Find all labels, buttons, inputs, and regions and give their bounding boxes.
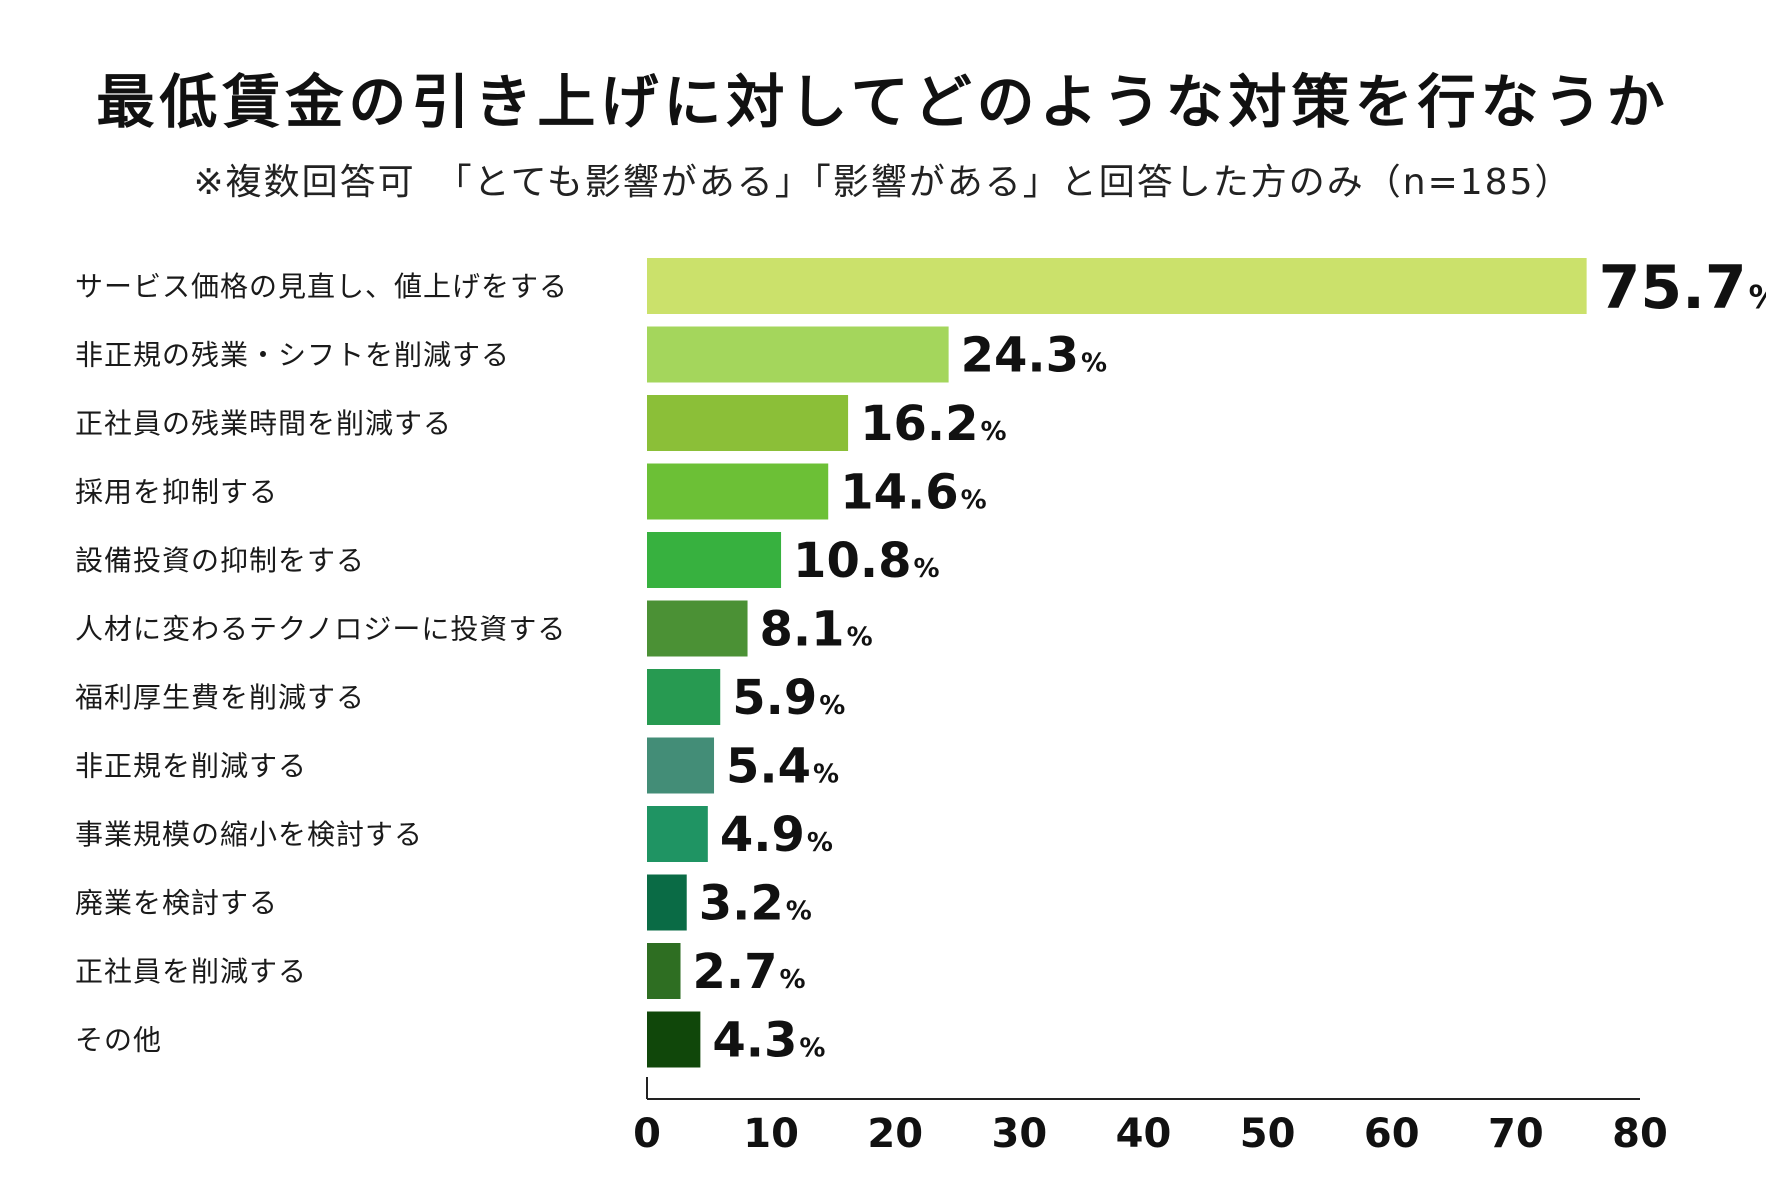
bar [647, 395, 849, 451]
x-tick-label: 0 [633, 1111, 661, 1157]
value-unit: % [1749, 278, 1766, 316]
category-label: 非正規を削減する [75, 750, 307, 783]
chart-subtitle: ※複数回答可 「とても影響がある」「影響がある」と回答した方のみ（n=185） [193, 162, 1573, 203]
x-tick-label: 70 [1488, 1111, 1544, 1157]
value-label: 4.3% [712, 1013, 825, 1069]
value-label: 5.4% [726, 739, 839, 795]
value-label: 4.9% [720, 807, 833, 863]
value-number: 4.9 [720, 807, 805, 863]
value-number: 5.4 [726, 739, 811, 795]
category-label: サービス価格の見直し、値上げをする [75, 270, 568, 303]
value-unit: % [780, 965, 806, 995]
value-unit: % [847, 623, 873, 653]
value-number: 4.3 [712, 1013, 797, 1069]
bar [647, 806, 708, 862]
value-label: 14.6% [840, 465, 987, 521]
value-unit: % [819, 691, 845, 721]
bar [647, 463, 829, 520]
category-label: 非正規の残業・シフトを削減する [75, 339, 510, 372]
x-tick-label: 10 [743, 1111, 799, 1157]
value-label: 10.8% [793, 533, 940, 589]
value-unit: % [813, 760, 839, 790]
bar [647, 1011, 701, 1068]
value-label: 24.3% [961, 328, 1108, 384]
x-tick-label: 30 [992, 1111, 1048, 1157]
bar [647, 600, 748, 657]
category-label: 設備投資の抑制をする [75, 544, 365, 577]
bar [647, 326, 949, 383]
category-label: その他 [75, 1024, 162, 1057]
value-unit: % [786, 897, 812, 927]
category-label: 採用を抑制する [75, 476, 278, 509]
value-number: 2.7 [693, 944, 778, 1000]
bar [647, 943, 681, 999]
value-unit: % [981, 417, 1007, 447]
bar [647, 258, 1587, 314]
value-label: 5.9% [732, 670, 845, 726]
bar [647, 874, 687, 931]
category-label: 福利厚生費を削減する [75, 681, 365, 714]
value-number: 10.8 [793, 533, 911, 589]
category-label: 事業規模の縮小を検討する [75, 818, 423, 851]
x-tick-label: 60 [1364, 1111, 1420, 1157]
value-number: 14.6 [840, 465, 958, 521]
bar [647, 532, 782, 588]
x-axis: 0 10 20 30 40 50 60 70 80 [633, 1077, 1668, 1157]
value-label: 2.7% [693, 944, 806, 1000]
value-number: 3.2 [699, 876, 784, 932]
value-number: 75.7 [1599, 253, 1747, 323]
category-label: 人材に変わるテクノロジーに投資する [75, 613, 566, 646]
value-number: 16.2 [860, 396, 978, 452]
x-tick-label: 40 [1116, 1111, 1172, 1157]
bar [647, 669, 721, 725]
category-label: 正社員を削減する [75, 955, 307, 988]
x-tick-label: 80 [1612, 1111, 1668, 1157]
value-number: 8.1 [760, 602, 845, 658]
x-tick-label: 20 [867, 1111, 923, 1157]
value-label: 75.7% [1599, 253, 1766, 323]
bar-rows: サービス価格の見直し、値上げをする 75.7% 非正規の残業・シフトを削減する 24.… [75, 253, 1766, 1069]
chart-title: 最低賃金の引き上げに対してどのような対策を行なうか [96, 68, 1670, 136]
value-number: 5.9 [732, 670, 817, 726]
value-unit: % [913, 554, 939, 584]
value-unit: % [807, 828, 833, 858]
value-unit: % [961, 486, 987, 516]
category-label: 正社員の残業時間を削減する [75, 407, 452, 440]
value-label: 3.2% [699, 876, 812, 932]
category-label: 廃業を検討する [75, 887, 278, 920]
value-label: 16.2% [860, 396, 1007, 452]
bar [647, 737, 715, 794]
value-unit: % [1081, 349, 1107, 379]
value-label: 8.1% [760, 602, 873, 658]
value-number: 24.3 [961, 328, 1079, 384]
x-tick-label: 50 [1240, 1111, 1296, 1157]
value-unit: % [799, 1034, 825, 1064]
